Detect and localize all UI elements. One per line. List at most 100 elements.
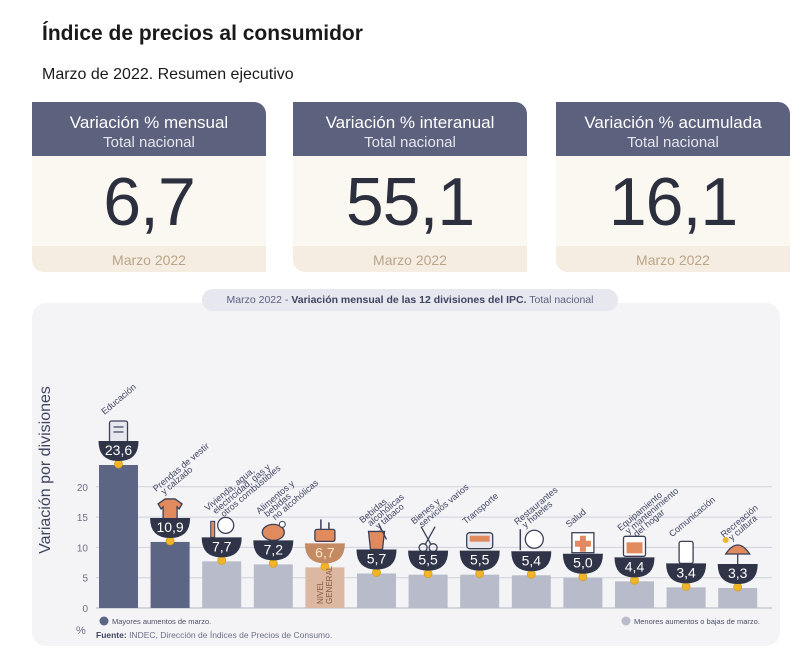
bar	[99, 464, 138, 608]
legend-entry: Menores aumentos o bajas de marzo.	[634, 617, 760, 626]
bar	[150, 541, 190, 608]
page-subtitle: Marzo de 2022. Resumen ejecutivo	[42, 66, 294, 83]
value-dot	[526, 569, 536, 579]
y-tick-label: 20	[77, 483, 89, 494]
value-badge	[356, 549, 397, 570]
value-badge	[304, 543, 345, 564]
data-label: 7,2	[264, 541, 284, 557]
oven-icon	[622, 535, 647, 557]
category-label: Salud	[564, 507, 588, 529]
value-dot	[165, 536, 175, 546]
y-unit-label: %	[76, 625, 86, 637]
data-label: 5,7	[367, 550, 387, 566]
value-badge	[511, 551, 552, 572]
chart-title: Marzo 2022 - Variación mensual de las 12…	[202, 289, 618, 311]
source-note: Fuente: INDEC, Dirección de Índices de P…	[96, 630, 332, 640]
card-value: 6,7	[103, 164, 196, 240]
card-title: Variación % mensual	[69, 113, 229, 132]
basket-icon	[314, 519, 336, 543]
scissors-icon	[418, 526, 438, 553]
value-dot	[630, 575, 639, 585]
card-scope: Total nacional	[103, 134, 195, 151]
chart-title-sep: -	[281, 294, 292, 306]
value-dot	[578, 572, 588, 582]
category-badge: 10,9	[150, 498, 191, 538]
card-header: Variación % acumulada Total nacional	[556, 102, 790, 156]
card-value: 16,1	[608, 164, 738, 240]
card-period: Marzo 2022	[293, 246, 527, 272]
bar	[357, 573, 396, 608]
data-label: 5,5	[470, 552, 490, 568]
shirt-icon	[157, 498, 183, 521]
card-period: Marzo 2022	[556, 246, 790, 272]
data-label: 10,9	[156, 519, 183, 535]
value-dot	[475, 569, 485, 579]
book-icon	[108, 420, 129, 444]
category-label: NIVEL	[316, 580, 325, 604]
value-badge	[201, 537, 242, 558]
value-dot	[372, 568, 381, 577]
legend-marker	[621, 616, 631, 626]
category-badge: 4,4	[614, 535, 655, 578]
card-header: Variación % mensual Total nacional	[32, 102, 266, 156]
chart-title-period: Marzo 2022	[226, 294, 282, 306]
value-badge	[666, 563, 707, 584]
fork-icon	[519, 529, 544, 551]
card-period: Marzo 2022	[32, 246, 266, 272]
bar	[408, 574, 448, 608]
card-title: Variación % acumulada	[584, 113, 762, 132]
bar	[615, 581, 654, 608]
value-badge	[614, 557, 655, 578]
category-badge: 5,4	[511, 529, 552, 572]
y-axis-label: Variación por divisiones	[37, 386, 54, 554]
value-badge	[408, 550, 449, 571]
card-scope: Total nacional	[627, 134, 719, 151]
y-tick-label: 10	[77, 543, 89, 554]
category-label: Educación	[99, 382, 138, 417]
data-label: 23,6	[105, 442, 132, 458]
card-header: Variación % interanual Total nacional	[293, 102, 527, 156]
legend-marker	[99, 616, 109, 626]
bar	[563, 577, 603, 608]
category-badge: 23,6	[98, 420, 139, 461]
value-dot	[217, 555, 227, 565]
value-dot	[268, 558, 278, 568]
chicken-icon	[261, 520, 286, 542]
category-badge: 5,0	[562, 532, 603, 574]
category-badge: 3,3	[717, 537, 758, 585]
chart-title-main: Variación mensual de las 12 divisiones d…	[291, 294, 527, 306]
bus-icon	[466, 532, 494, 550]
data-label: 7,7	[212, 538, 232, 554]
bar	[511, 575, 551, 608]
value-badge	[459, 550, 500, 571]
data-label: 4,4	[625, 558, 645, 574]
category-badge: 7,2	[253, 520, 294, 561]
card-monthly: Variación % mensual Total nacional 6,7 M…	[32, 102, 266, 272]
card-accumulated: Variación % acumulada Total nacional 16,…	[556, 102, 790, 272]
card-value: 55,1	[345, 164, 475, 240]
chart-title-scope: Total nacional	[526, 294, 594, 306]
value-badge	[98, 440, 139, 461]
category-badge: 3,4	[666, 540, 707, 584]
bar	[666, 587, 706, 608]
bar	[305, 567, 345, 608]
y-tick-label: 5	[82, 574, 88, 585]
value-dot	[733, 582, 743, 592]
value-dot	[681, 581, 691, 591]
bar	[718, 588, 758, 608]
bar	[460, 574, 500, 608]
value-badge	[717, 564, 758, 585]
category-badge: 5,7	[356, 523, 397, 570]
data-label: 6,7	[315, 544, 335, 560]
category-badge: 7,7	[201, 516, 242, 558]
medical-cross-icon	[571, 532, 595, 554]
category-badge: 5,5	[408, 526, 449, 571]
data-label: 5,5	[418, 552, 438, 568]
card-title: Variación % interanual	[325, 113, 495, 132]
legend-entry: Mayores aumentos de marzo.	[112, 617, 211, 626]
source-text: INDEC, Dirección de Índices de Precios d…	[127, 630, 333, 640]
y-tick-label: 0	[82, 604, 88, 615]
page-title: Índice de precios al consumidor	[42, 22, 363, 45]
umbrella-icon	[722, 537, 751, 565]
data-label: 5,4	[522, 552, 542, 568]
